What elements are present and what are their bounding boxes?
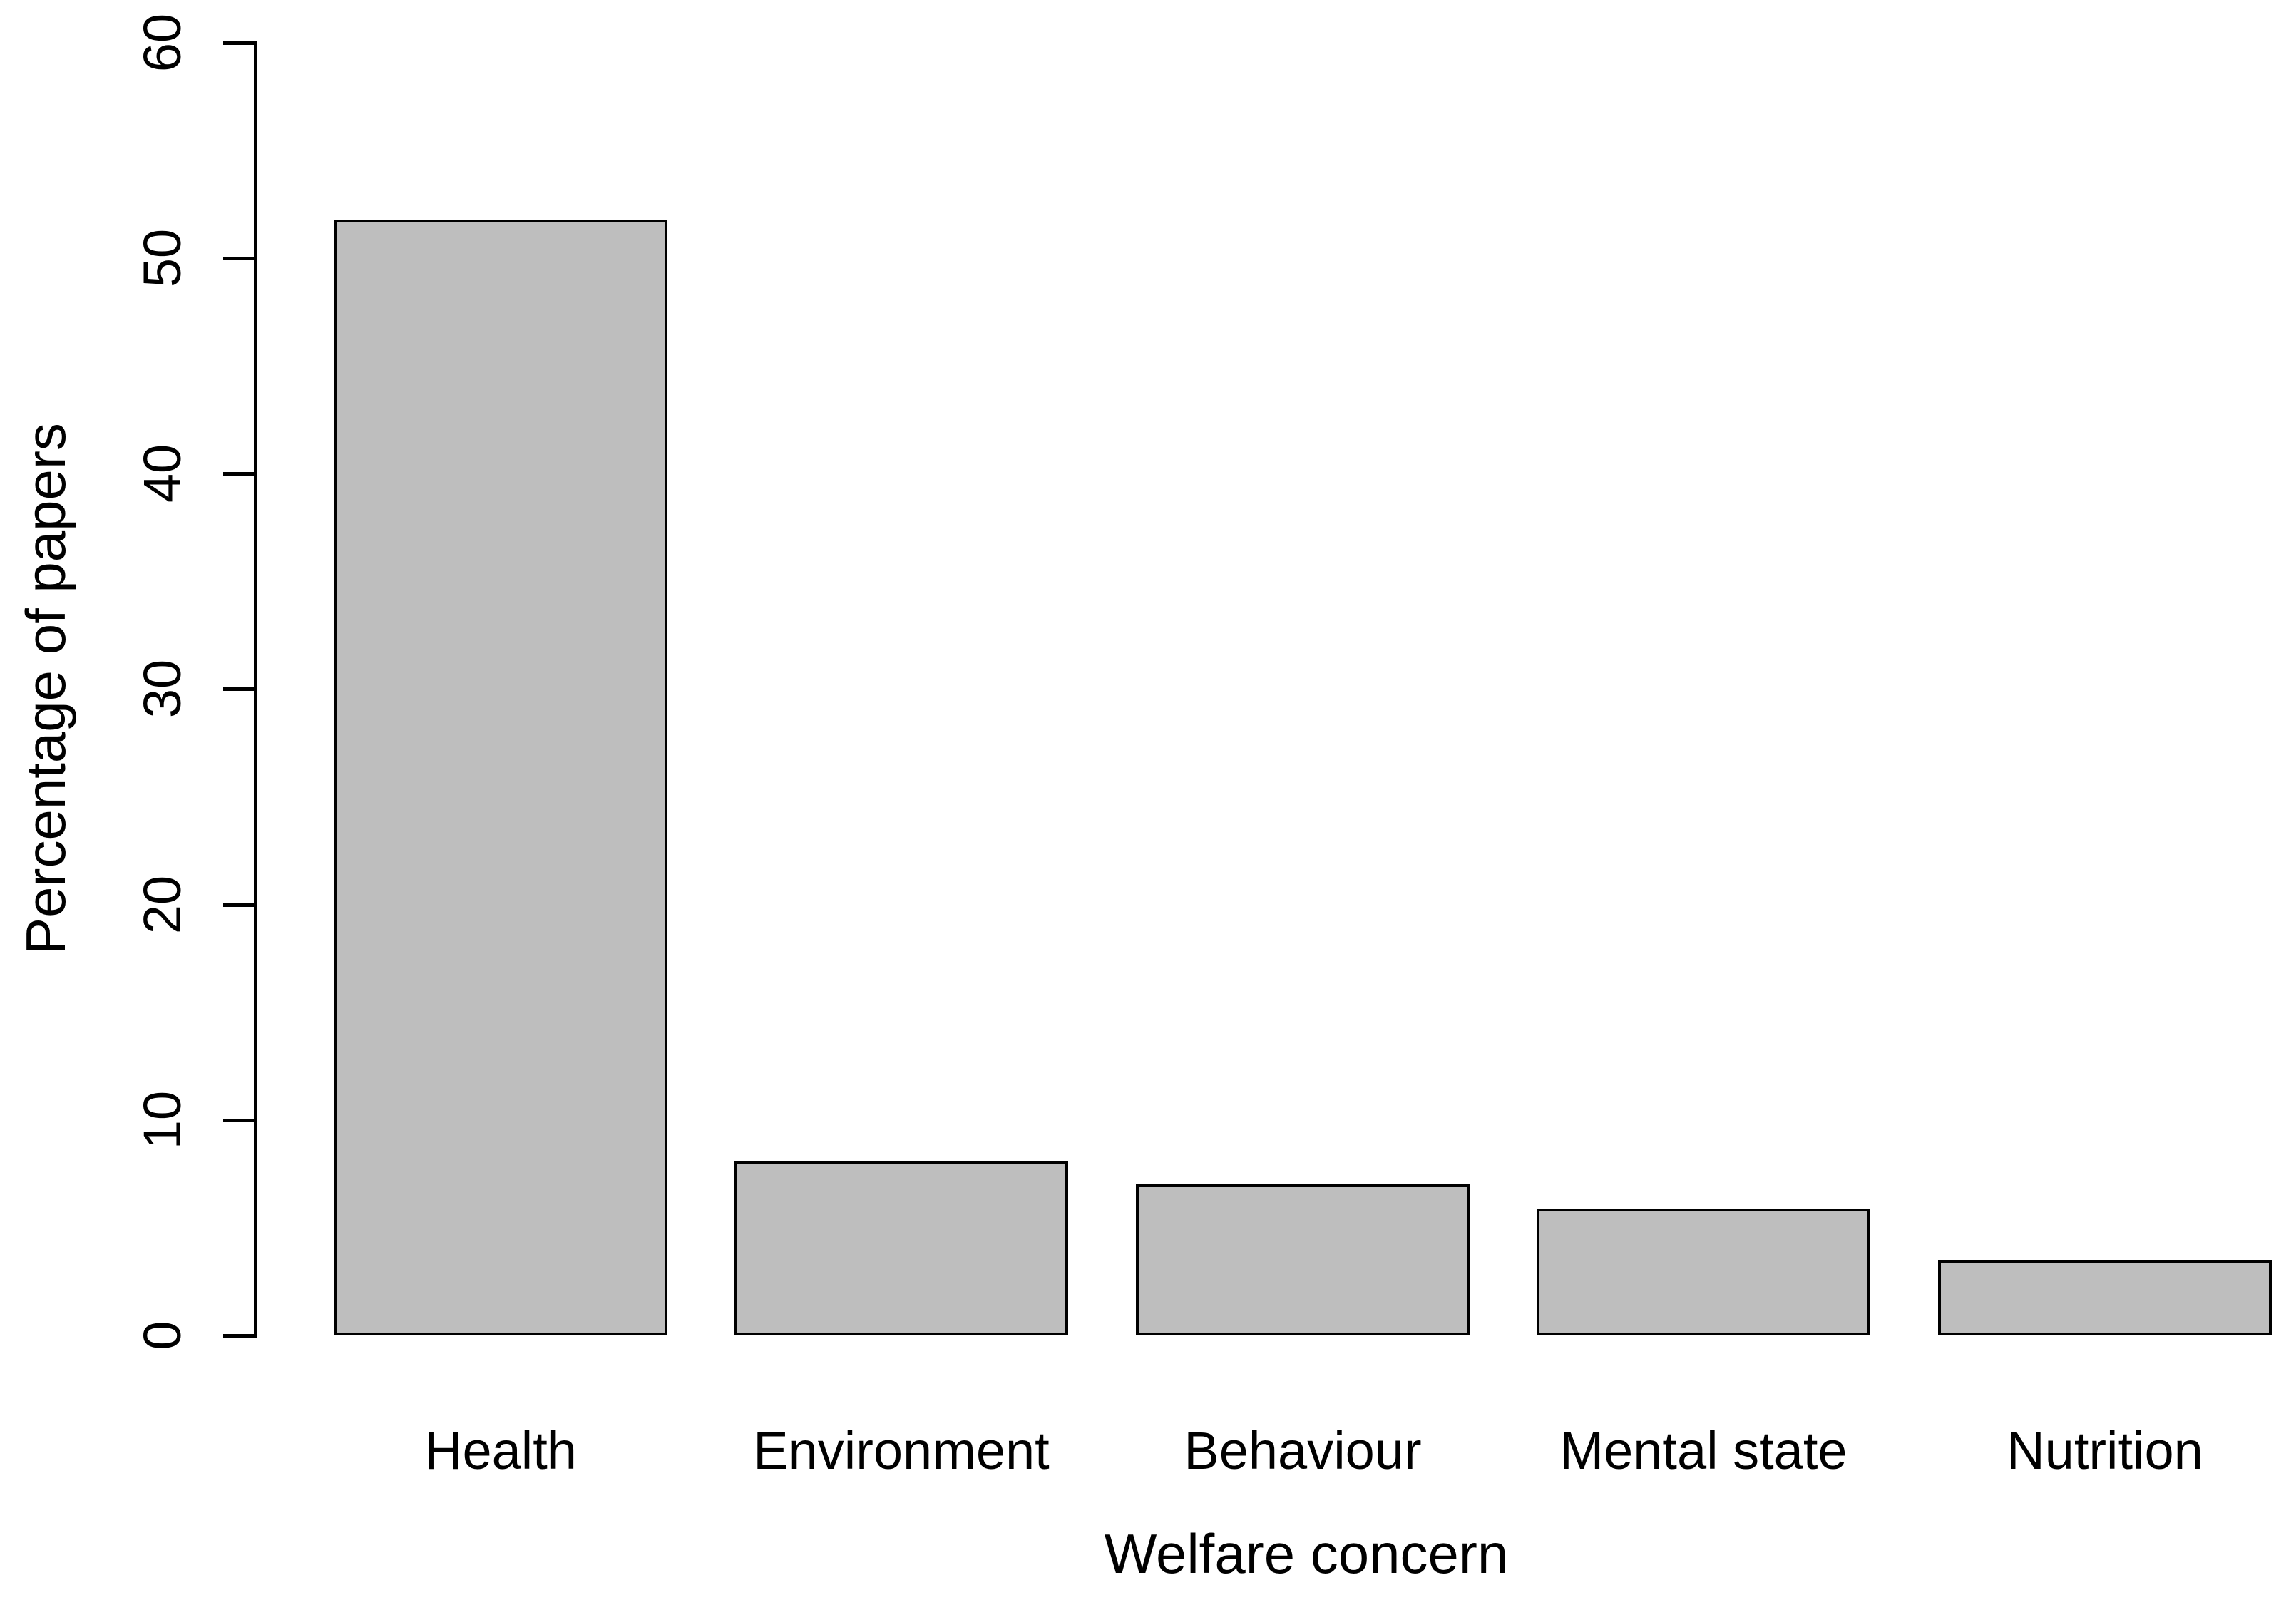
y-tick-label-50: 50: [133, 229, 192, 288]
category-label-nutrition: Nutrition: [2007, 1421, 2203, 1480]
y-tick-mark-40: [223, 472, 256, 476]
y-tick-mark-30: [223, 687, 256, 692]
bar-mental-state: [1537, 1209, 1870, 1335]
category-label-environment: Environment: [753, 1421, 1050, 1480]
y-tick-label-10: 10: [133, 1090, 192, 1149]
y-tick-label-0: 0: [133, 1320, 192, 1350]
bar-environment: [734, 1161, 1068, 1335]
category-label-health: Health: [424, 1421, 577, 1480]
x-axis-title: Welfare concern: [1104, 1522, 1509, 1585]
y-tick-label-20: 20: [133, 875, 192, 934]
y-tick-label-60: 60: [133, 13, 192, 73]
bar-health: [334, 220, 667, 1335]
category-label-mental-state: Mental state: [1559, 1421, 1847, 1480]
y-tick-label-30: 30: [133, 660, 192, 719]
y-tick-mark-10: [223, 1118, 256, 1122]
category-label-behaviour: Behaviour: [1184, 1421, 1422, 1480]
y-tick-mark-60: [223, 41, 256, 45]
y-tick-mark-20: [223, 903, 256, 907]
bar-behaviour: [1136, 1184, 1470, 1335]
bar-nutrition: [1938, 1260, 2272, 1335]
y-tick-mark-0: [223, 1334, 256, 1338]
y-axis-title: Percentage of papers: [14, 423, 77, 955]
y-tick-mark-50: [223, 257, 256, 261]
y-tick-label-40: 40: [133, 444, 192, 503]
